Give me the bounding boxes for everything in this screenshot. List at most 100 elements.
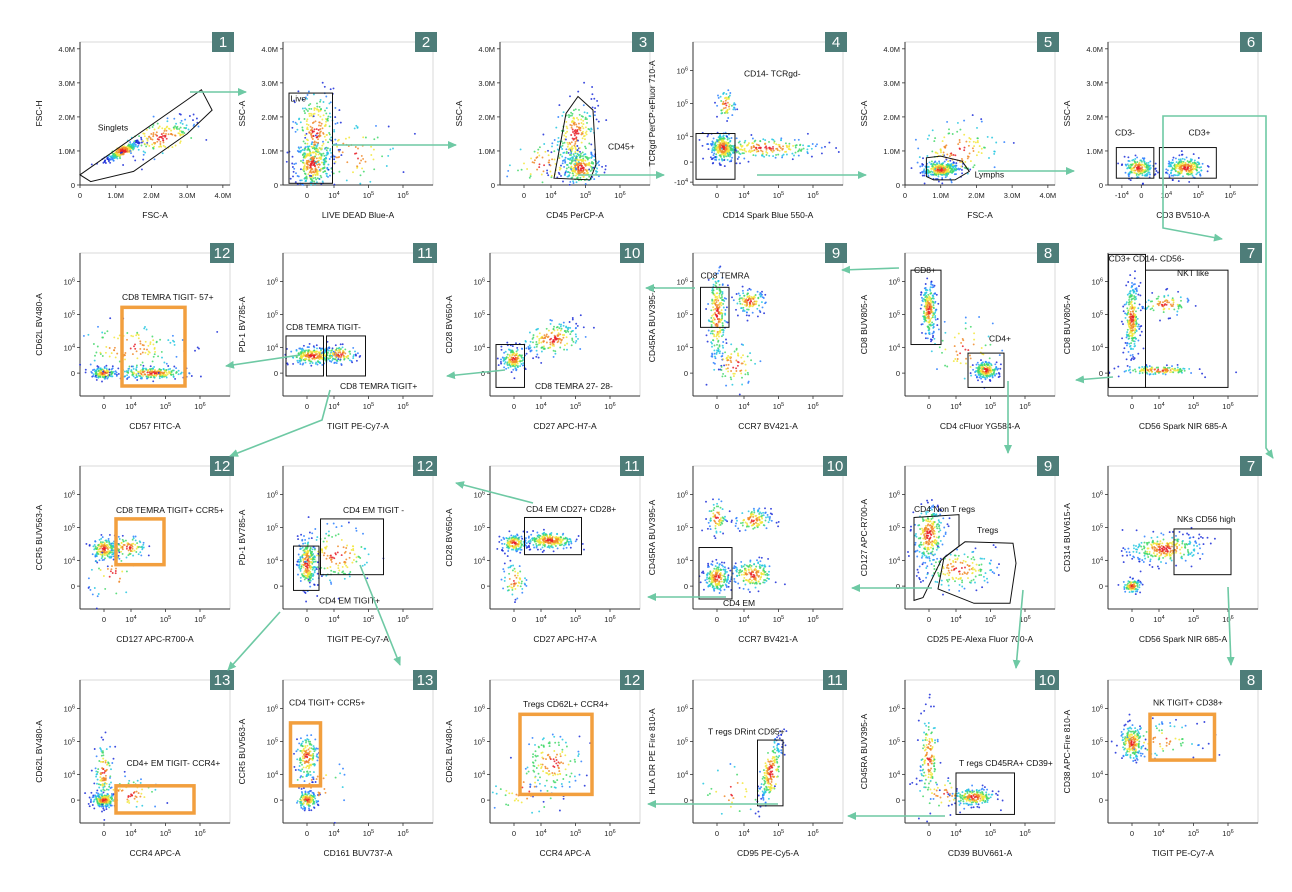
event-dot [722,306,725,309]
event-dot [976,367,979,370]
event-dot [995,372,998,375]
event-dot [937,170,940,173]
event-dot [1146,306,1149,309]
event-dot [1012,141,1015,144]
event-dot [729,355,732,358]
event-dot [1130,348,1132,351]
event-dot [569,333,572,336]
event-dot [740,297,743,300]
panel-number: 10 [624,245,641,262]
event-dot [584,138,586,141]
event-dot [956,358,959,360]
x-tick-label: 0 [522,191,526,200]
event-dot [1148,370,1151,373]
x-tick-label: 104 [535,402,546,411]
event-dot [148,135,151,138]
event-dot [729,140,732,143]
event-dot [937,302,940,305]
y-tick-label: 105 [889,310,900,319]
event-dot [588,115,591,117]
event-dot [535,355,538,358]
event-dot [297,150,300,153]
event-dot [920,304,923,306]
event-dot [545,341,548,344]
event-dot [583,111,586,114]
event-dot [943,136,946,139]
event-dot [583,153,586,156]
event-dot [322,158,325,161]
event-dot [713,349,716,352]
event-dot [317,138,320,141]
event-dot [546,172,549,175]
event-dot [1130,337,1133,340]
x-tick-label: 0 [715,191,719,200]
event-dot [552,343,555,346]
event-dot [292,120,295,123]
event-dot [575,161,578,164]
event-dot [1206,164,1209,167]
x-tick-label: 0 [1130,402,1134,411]
event-dot [122,164,125,166]
event-dot [919,171,922,174]
event-dot [549,341,552,344]
event-dot [716,304,719,307]
event-dot [710,323,713,326]
event-dot [719,142,722,145]
panel-p5: 0 1.0M 2.0M 3.0M 4.0M01.0M2.0M3.0M4.0MFSC-AS… [859,32,1059,220]
event-dot [521,347,524,350]
event-dot [1120,164,1123,167]
event-dot [119,151,122,154]
event-dot [1132,355,1135,358]
event-dot [603,171,606,174]
event-dot [535,156,538,159]
event-dot [724,97,726,100]
event-dot [709,332,712,335]
event-dot [197,125,200,128]
event-dot [183,126,186,129]
event-dot [756,290,759,293]
event-dot [713,352,716,355]
x-tick-label: 2.0M [143,191,160,200]
event-dot [156,140,159,143]
event-dot [765,148,768,151]
event-dot [750,134,753,136]
event-dot [538,166,541,169]
event-dot [1160,303,1163,306]
event-dot [334,116,337,119]
event-dot [820,146,823,149]
panel-p1: 0 1.0M 2.0M 3.0M 4.0M01.0M2.0M3.0M4.0MFSC-AF… [34,32,234,220]
event-dot [583,81,586,84]
event-dot [923,168,926,171]
event-dot [701,144,704,147]
event-dot [1134,370,1137,373]
event-dot [792,144,795,147]
event-dot [310,171,313,174]
event-dot [772,138,775,141]
event-dot [535,349,538,352]
event-dot [759,295,762,298]
event-dot [744,303,746,306]
event-dot [1177,158,1180,161]
event-dot [529,175,532,178]
event-dot [547,161,550,164]
event-dot [584,145,587,148]
y-tick-label: 1.0M [261,147,278,156]
event-dot [941,163,944,166]
event-dot [549,170,552,173]
event-dot [741,362,744,365]
event-dot [737,361,740,364]
event-dot [569,95,571,98]
event-dot [503,362,506,365]
event-dot [726,158,729,161]
event-dot [991,136,994,139]
event-dot [943,170,946,173]
event-dot [550,174,553,177]
event-dot [1177,290,1180,293]
event-dot [1130,164,1133,167]
event-dot [535,345,538,348]
event-dot [179,140,182,143]
event-dot [714,158,717,161]
event-dot [311,174,314,177]
event-dot [720,309,723,312]
